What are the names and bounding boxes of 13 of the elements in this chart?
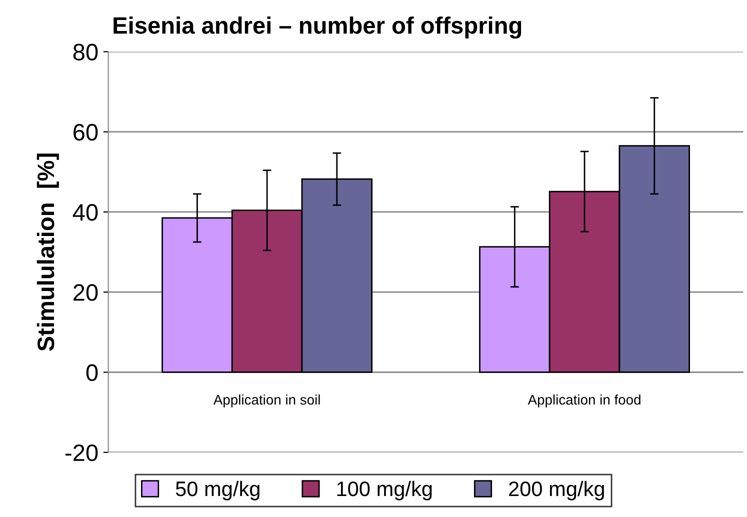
y-tick-label: 20 — [74, 284, 98, 301]
y-tick-label: 80 — [73, 44, 98, 60]
x-tick-label: Application in food — [528, 394, 640, 408]
y-axis-title: Stimululation [%] — [36, 154, 59, 352]
y-tick-label: 60 — [74, 124, 98, 141]
legend-label: 100 mg/kg — [337, 480, 432, 500]
y-tick-label: 0 — [86, 364, 98, 382]
y-tick-label: -20 — [66, 444, 98, 462]
y-tick-label: 40 — [72, 204, 98, 221]
x-tick-label: Application in soil — [213, 394, 320, 408]
chart-title: Eisenia andrei – number of offspring — [114, 16, 522, 39]
legend-label: 200 mg/kg — [509, 480, 604, 500]
legend-label: 50 mg/kg — [176, 480, 260, 500]
